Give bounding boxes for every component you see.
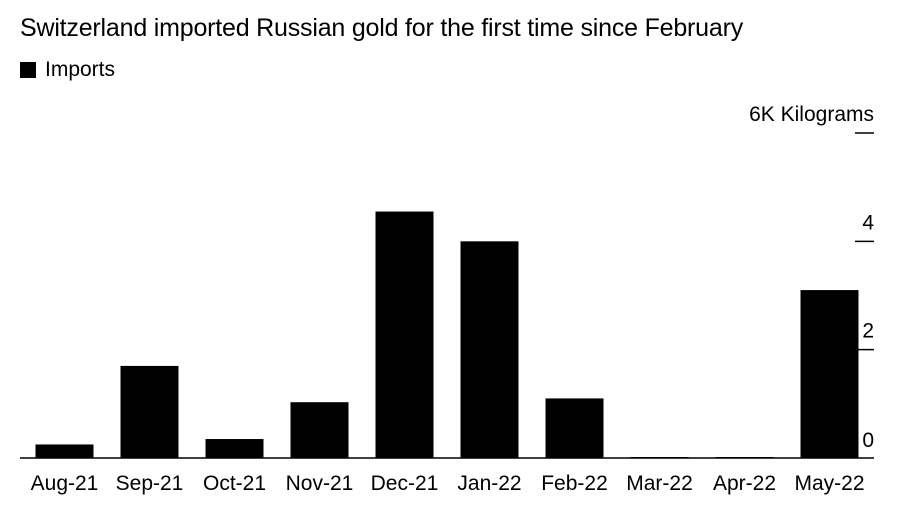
bar <box>800 290 859 458</box>
x-tick-label: Aug-21 <box>31 472 99 495</box>
y-tick-label: 6K Kilograms <box>749 103 874 126</box>
y-tick-label: 0 <box>862 429 874 452</box>
bar <box>120 365 179 458</box>
y-tick-label: 4 <box>862 211 874 234</box>
bar <box>35 444 94 458</box>
x-tick-label: Sep-21 <box>116 472 184 495</box>
bar <box>545 398 604 458</box>
x-tick-label: Apr-22 <box>713 472 776 495</box>
chart-title: Switzerland imported Russian gold for th… <box>20 14 744 42</box>
bar <box>290 402 349 458</box>
x-tick-label: Feb-22 <box>541 472 608 495</box>
x-tick-label: Nov-21 <box>286 472 354 495</box>
legend: Imports <box>20 58 115 82</box>
bar <box>375 211 434 458</box>
x-tick-label: Jan-22 <box>457 472 521 495</box>
x-tick-label: Dec-21 <box>371 472 439 495</box>
x-tick-label: Mar-22 <box>626 472 693 495</box>
bar <box>460 241 519 458</box>
legend-swatch <box>20 62 36 78</box>
legend-label: Imports <box>45 58 116 81</box>
y-tick-label: 2 <box>862 320 874 343</box>
bar <box>205 439 264 458</box>
x-tick-label: May-22 <box>794 472 864 495</box>
x-tick-label: Oct-21 <box>203 472 266 495</box>
